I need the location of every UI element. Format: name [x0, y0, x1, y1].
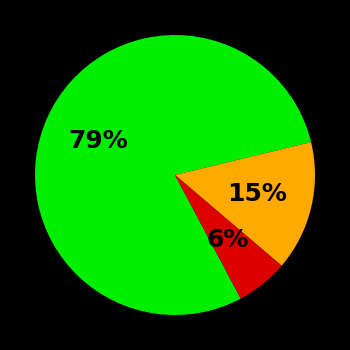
- Text: 15%: 15%: [227, 182, 287, 206]
- Text: 79%: 79%: [69, 128, 128, 153]
- Wedge shape: [175, 175, 282, 299]
- Wedge shape: [175, 142, 315, 266]
- Wedge shape: [35, 35, 311, 315]
- Text: 6%: 6%: [206, 229, 249, 252]
